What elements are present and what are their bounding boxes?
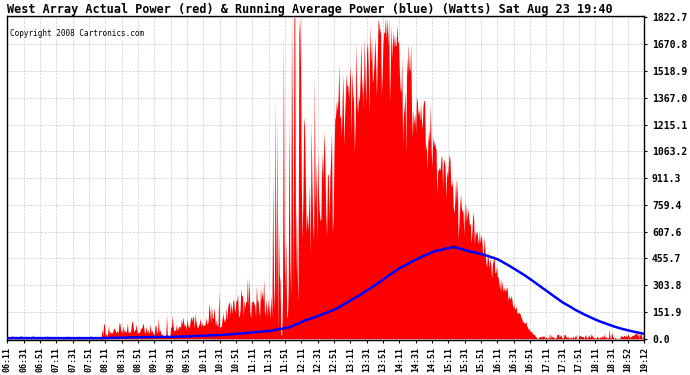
Text: West Array Actual Power (red) & Running Average Power (blue) (Watts) Sat Aug 23 : West Array Actual Power (red) & Running … [8,3,613,16]
Text: Copyright 2008 Cartronics.com: Copyright 2008 Cartronics.com [10,29,145,38]
